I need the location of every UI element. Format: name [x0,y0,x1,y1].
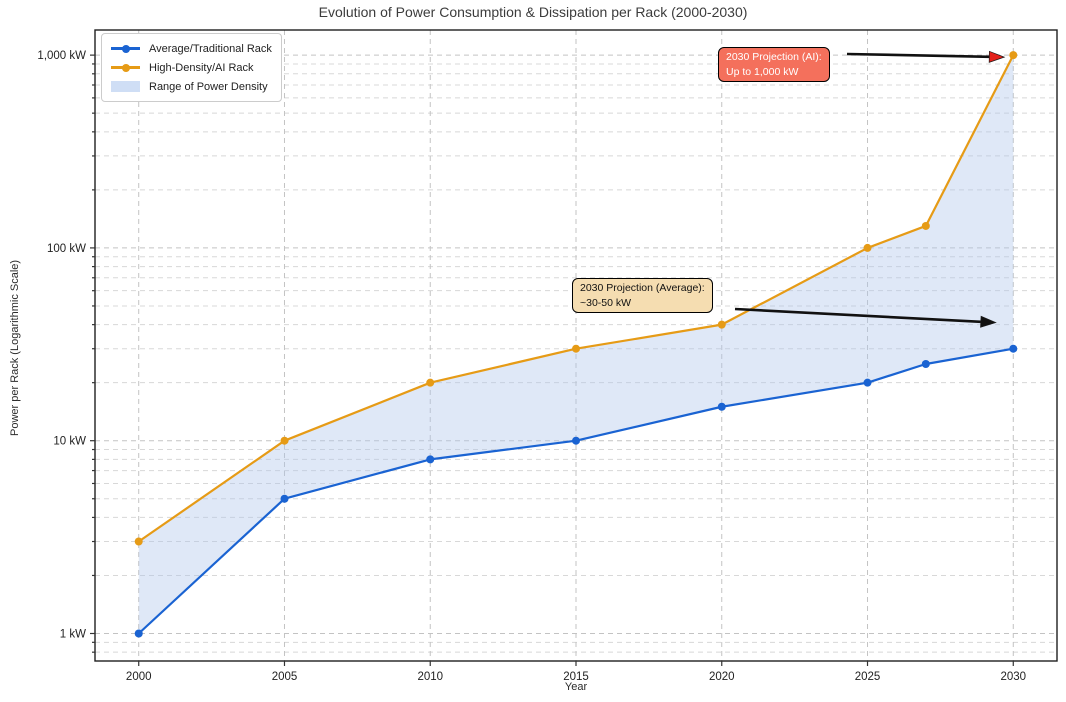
legend-label: High-Density/AI Rack [149,61,254,74]
y-tick-label: 1,000 kW [37,50,86,62]
data-point-marker [426,378,435,387]
series-line-ai [138,54,1015,543]
data-point-marker [863,378,872,387]
y-tick-label: 1 kW [60,628,86,640]
series-line-average [137,347,1014,635]
data-point-marker [1009,344,1018,353]
data-point-marker [921,221,930,230]
annotation-line: ~30-50 kW [580,296,632,309]
data-point-marker [1009,51,1018,60]
data-point-marker [134,537,143,546]
x-tick-label: 2030 [1000,671,1026,683]
annotation-line: 2030 Projection (AI): [726,51,822,63]
data-point-marker [280,494,289,503]
legend-item-average: Average/Traditional Rack [111,39,272,58]
annotation-line: 2030 Projection (Average): [580,282,705,294]
x-tick-label: 2010 [417,671,443,683]
legend-label: Range of Power Density [149,80,268,93]
data-point-marker [426,455,435,464]
x-tick-label: 2020 [709,671,735,683]
legend-dot-icon [121,44,130,53]
ai-annotation-arrow [846,52,990,59]
legend-line-marker-blue [111,44,140,53]
data-point-marker [717,402,726,411]
annotation-line: Up to 1,000 kW [726,65,799,78]
data-point-marker [134,629,143,638]
data-point-marker [863,243,872,252]
chart-title: Evolution of Power Consumption & Dissipa… [318,4,748,20]
legend-label: Average/Traditional Rack [149,42,272,55]
data-point-marker [572,436,580,445]
data-point-marker [572,344,580,353]
y-tick-label: 100 kW [47,243,86,255]
legend: Average/Traditional Rack High-Density/AI… [101,33,282,102]
data-point-marker [921,359,930,368]
legend-line-marker-orange [111,63,140,72]
y-tick-label: 10 kW [53,436,86,448]
range-fill-area [138,55,1014,634]
legend-patch-marker [111,81,140,92]
legend-dot-icon [121,63,130,72]
data-point-marker [717,320,726,329]
data-point-marker [280,436,289,445]
average-annotation-arrow [734,307,981,324]
average-annotation-arrow-head-icon [980,315,997,328]
annotation-average-2030: 2030 Projection (Average): ~30-50 kW [572,278,713,313]
x-tick-label: 2000 [126,671,152,683]
annotation-ai-2030: 2030 Projection (AI): Up to 1,000 kW [718,47,830,82]
ai-annotation-arrow-head-icon [988,50,1006,63]
x-tick-label: 2005 [272,671,298,683]
legend-item-ai: High-Density/AI Rack [111,58,272,77]
x-tick-label: 2025 [855,671,881,683]
x-tick-label: 2015 [563,671,589,683]
y-axis-label: Power per Rack (Logarithmic Scale) [9,259,21,436]
legend-item-range: Range of Power Density [111,77,272,96]
x-axis-label: Year [564,681,588,693]
